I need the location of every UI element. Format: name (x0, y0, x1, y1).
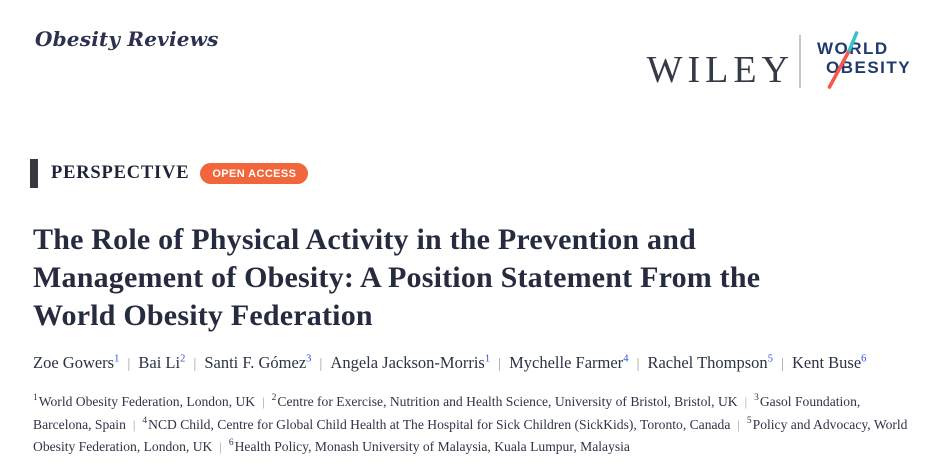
author-affiliation-number: 5 (767, 353, 773, 365)
article-title-line1: The Role of Physical Activity in the Pre… (33, 223, 696, 256)
author: Bai Li2 (138, 353, 185, 372)
author-separator: | (780, 356, 784, 372)
affiliation: 4NCD Child, Centre for Global Child Heal… (142, 415, 731, 432)
author-affiliation-number: 1 (484, 353, 491, 365)
author: Santi F. Gómez3 (204, 353, 311, 372)
author-name: Mychelle Farmer (509, 353, 624, 372)
author-name: Santi F. Gómez (204, 353, 307, 372)
article-title-line3: World Obesity Federation (33, 299, 373, 332)
affiliation-text: Health Policy, Monash University of Mala… (234, 439, 630, 454)
world-obesity-wordmark-line1: WORLD (817, 39, 889, 58)
author: Zoe Gowers1 (33, 353, 119, 372)
author-name: Kent Buse (791, 353, 862, 372)
affiliation: 6Health Policy, Monash University of Mal… (229, 439, 630, 454)
journal-title: Obesity Reviews (35, 27, 219, 51)
affiliation-text: Policy and Advocacy, World Obesity Feder… (33, 416, 908, 455)
article-type-bar (30, 158, 38, 188)
author-separator: | (127, 356, 131, 372)
logo-group: WILEY WORLD OBESITY (647, 30, 919, 92)
affiliation-text: Centre for Exercise, Nutrition and Healt… (277, 394, 738, 409)
world-obesity-wordmark-line2: OBESITY (826, 58, 912, 77)
author-list: Zoe Gowers1 | Bai Li2 | Santi F. Gómez3 | Ange… (33, 353, 866, 373)
affiliation: 1World Obesity Federation, London, UK (33, 394, 255, 409)
author-name: Zoe Gowers (33, 353, 115, 372)
world-obesity-wordmark: WORLD OBESITY (817, 39, 911, 77)
author-name: Bai Li (138, 353, 181, 372)
author-separator: | (193, 356, 197, 372)
open-access-badge: OPEN ACCESS (200, 162, 309, 184)
affiliation: 3Gasol Foundation, Barcelona, Spain (33, 394, 860, 432)
article-title: The Role of Physical Activity in the Pre… (33, 221, 760, 335)
affiliation: 2Centre for Exercise, Nutrition and Heal… (272, 394, 738, 409)
author-separator: | (319, 356, 323, 372)
affiliation-number: 2 (271, 393, 277, 404)
affiliation-text: World Obesity Federation, London, UK (38, 394, 256, 409)
affiliation-separator: | (737, 417, 740, 432)
affiliation-number: 6 (228, 438, 234, 449)
affiliation: 5Policy and Advocacy, World Obesity Fede… (33, 415, 908, 455)
author: Kent Buse6 (792, 353, 866, 372)
affiliation-list: 1World Obesity Federation, London, UK | 2C… (33, 391, 911, 459)
affiliation-text: Gasol Foundation, Barcelona, Spain (33, 394, 861, 432)
author-name: Rachel Thompson (647, 353, 768, 372)
affiliation-separator: | (132, 417, 136, 432)
author-affiliation-number: 1 (114, 353, 120, 365)
world-obesity-logo: WORLD OBESITY (817, 30, 919, 92)
author-affiliation-number: 3 (306, 353, 312, 365)
author-name: Angela Jackson-Morris (330, 353, 485, 372)
logo-divider (799, 35, 801, 88)
affiliation-number: 3 (754, 393, 759, 404)
affiliation-separator: | (219, 440, 222, 454)
author-affiliation-number: 2 (180, 353, 186, 365)
affiliation-number: 5 (746, 415, 752, 426)
author-separator: | (498, 356, 502, 372)
author: Rachel Thompson5 (647, 353, 772, 372)
author: Angela Jackson-Morris1 (330, 353, 490, 372)
author-separator: | (636, 356, 640, 372)
wiley-logo: WILEY (646, 49, 794, 91)
affiliation-text: NCD Child, Centre for Global Child Healt… (148, 416, 731, 432)
affiliation-separator: | (262, 395, 265, 409)
affiliation-separator: | (744, 395, 748, 409)
article-title-line2: Management of Obesity: A Position Statem… (33, 261, 761, 294)
affiliation-number: 1 (33, 393, 38, 404)
author-affiliation-number: 4 (623, 353, 629, 365)
world-obesity-slash-icon (827, 31, 859, 89)
article-type-label: PERSPECTIVE (51, 162, 190, 183)
author-affiliation-number: 6 (861, 353, 867, 365)
article-type-row: PERSPECTIVE OPEN ACCESS (30, 158, 309, 188)
author: Mychelle Farmer4 (509, 353, 628, 372)
affiliation-number: 4 (142, 415, 148, 426)
